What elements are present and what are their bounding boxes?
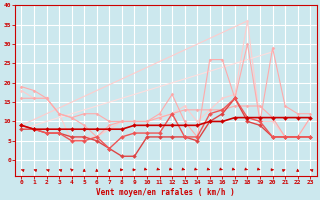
X-axis label: Vent moyen/en rafales ( km/h ): Vent moyen/en rafales ( km/h ): [96, 188, 235, 197]
